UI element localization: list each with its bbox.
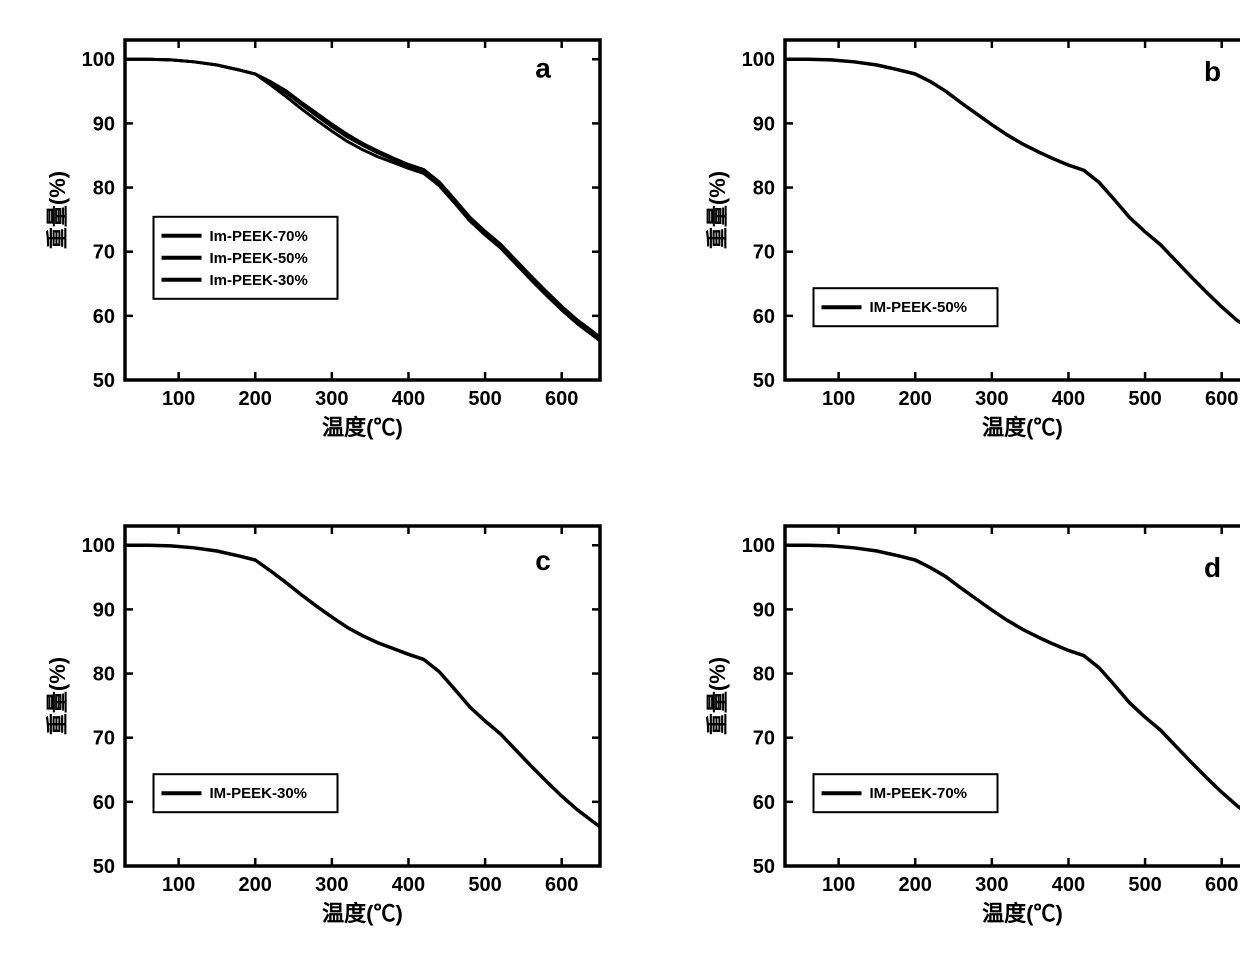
series-line <box>125 59 600 338</box>
xtick-label: 500 <box>1128 388 1161 410</box>
ytick-label: 90 <box>93 113 115 135</box>
xtick-label: 100 <box>822 388 855 410</box>
xtick-label: 100 <box>162 874 195 896</box>
xtick-label: 500 <box>468 874 501 896</box>
xtick-label: 600 <box>545 874 578 896</box>
ytick-label: 70 <box>93 728 115 750</box>
panel-label: a <box>535 52 551 83</box>
chart-b: 100 200 300 400 500 600 50 60 70 80 90 100 温度(℃) 重量(%… <box>680 20 1240 466</box>
xlabel: 温度(℃) <box>982 901 1063 926</box>
panel-c: 100 200 300 400 500 600 50 60 70 80 90 100 温度(℃) 重量(%… <box>0 486 660 972</box>
panel-d: 100 200 300 400 500 600 50 60 70 80 90 100 温度(℃) 重量(%… <box>660 486 1240 972</box>
ytick-label: 90 <box>753 599 775 621</box>
panel-a: 100 200 300 400 500 600 50 60 70 80 90 100 温度(℃) 重量(%… <box>0 0 660 486</box>
xtick-label: 400 <box>392 874 425 896</box>
ytick-label: 50 <box>753 856 775 878</box>
ytick-label: 70 <box>753 728 775 750</box>
panel-b: 100 200 300 400 500 600 50 60 70 80 90 100 温度(℃) 重量(%… <box>660 0 1240 486</box>
chart-grid: 100 200 300 400 500 600 50 60 70 80 90 100 温度(℃) 重量(%… <box>0 0 1240 892</box>
plot-box <box>785 526 1240 866</box>
panel-label: b <box>1204 56 1221 87</box>
ytick-label: 60 <box>93 306 115 328</box>
ylabel: 重量(%) <box>705 171 730 249</box>
xtick-label: 400 <box>1052 874 1085 896</box>
ytick-label: 90 <box>93 599 115 621</box>
xlabel: 温度(℃) <box>982 415 1063 440</box>
xtick-label: 400 <box>1052 388 1085 410</box>
series-line <box>785 545 1240 823</box>
xlabel: 温度(℃) <box>322 901 403 926</box>
chart-a: 100 200 300 400 500 600 50 60 70 80 90 100 温度(℃) 重量(%… <box>20 20 640 466</box>
ytick-label: 100 <box>742 49 775 71</box>
series-line <box>125 545 600 827</box>
series-line <box>785 59 1240 335</box>
xtick-label: 300 <box>975 388 1008 410</box>
xtick-label: 200 <box>239 388 272 410</box>
ytick-label: 80 <box>93 178 115 200</box>
xtick-label: 200 <box>239 874 272 896</box>
ylabel: 重量(%) <box>45 171 70 249</box>
ytick-label: 80 <box>753 664 775 686</box>
legend-label: Im-PEEK-30% <box>210 272 308 289</box>
legend-label: Im-PEEK-50% <box>210 250 308 267</box>
xtick-label: 600 <box>1205 388 1238 410</box>
xtick-label: 500 <box>1128 874 1161 896</box>
ytick-label: 80 <box>93 664 115 686</box>
xtick-label: 100 <box>162 388 195 410</box>
legend-label: IM-PEEK-30% <box>210 785 308 802</box>
legend-label: Im-PEEK-70% <box>210 228 308 245</box>
ytick-label: 80 <box>753 178 775 200</box>
ytick-label: 50 <box>93 370 115 392</box>
ytick-label: 90 <box>753 113 775 135</box>
xtick-label: 200 <box>899 874 932 896</box>
ytick-label: 70 <box>753 242 775 264</box>
ytick-label: 60 <box>93 792 115 814</box>
plot-box <box>785 40 1240 380</box>
xtick-label: 600 <box>1205 874 1238 896</box>
ytick-label: 60 <box>753 306 775 328</box>
chart-c: 100 200 300 400 500 600 50 60 70 80 90 100 温度(℃) 重量(%… <box>20 506 640 952</box>
plot-box <box>125 526 600 866</box>
ytick-label: 100 <box>82 535 115 557</box>
xtick-label: 300 <box>975 874 1008 896</box>
xtick-label: 500 <box>468 388 501 410</box>
legend-label: IM-PEEK-70% <box>870 785 968 802</box>
xtick-label: 300 <box>315 388 348 410</box>
panel-label: d <box>1204 552 1221 583</box>
xtick-label: 100 <box>822 874 855 896</box>
ytick-label: 100 <box>742 535 775 557</box>
chart-d: 100 200 300 400 500 600 50 60 70 80 90 100 温度(℃) 重量(%… <box>680 506 1240 952</box>
xtick-label: 400 <box>392 388 425 410</box>
ylabel: 重量(%) <box>705 657 730 735</box>
ytick-label: 100 <box>82 49 115 71</box>
plot-box <box>125 40 600 380</box>
ytick-label: 50 <box>93 856 115 878</box>
panel-label: c <box>535 545 551 576</box>
xtick-label: 600 <box>545 388 578 410</box>
xtick-label: 200 <box>899 388 932 410</box>
ytick-label: 50 <box>753 370 775 392</box>
xtick-label: 300 <box>315 874 348 896</box>
ytick-label: 60 <box>753 792 775 814</box>
ytick-label: 70 <box>93 242 115 264</box>
ylabel: 重量(%) <box>45 657 70 735</box>
legend-label: IM-PEEK-50% <box>870 299 968 316</box>
xlabel: 温度(℃) <box>322 415 403 440</box>
series-line <box>125 59 600 337</box>
